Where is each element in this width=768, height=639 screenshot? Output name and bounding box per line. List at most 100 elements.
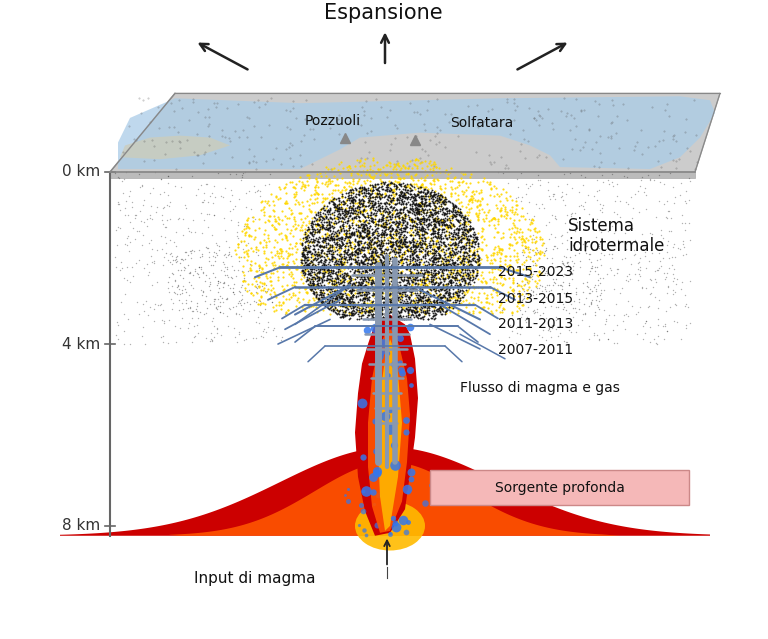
Point <box>380 184 392 194</box>
Point <box>373 244 386 254</box>
Point <box>412 311 425 321</box>
Point <box>427 191 439 201</box>
Point <box>308 282 320 293</box>
Point <box>418 191 430 201</box>
Point <box>353 190 366 200</box>
Point <box>336 212 348 222</box>
Point <box>346 218 358 228</box>
Point <box>363 222 376 233</box>
Point <box>473 204 485 215</box>
Point <box>290 223 303 233</box>
Point <box>324 284 336 295</box>
Point <box>306 198 319 208</box>
Point <box>394 294 406 304</box>
Point <box>326 301 339 311</box>
Point <box>156 243 168 254</box>
Point <box>440 230 452 240</box>
Point <box>442 299 454 309</box>
Point <box>176 288 188 298</box>
Point <box>344 270 356 281</box>
Point <box>650 265 663 275</box>
Point <box>415 192 427 203</box>
Point <box>420 243 432 253</box>
Point <box>573 201 585 211</box>
Point <box>386 246 398 256</box>
Point <box>457 254 469 265</box>
Point <box>360 204 372 215</box>
Point <box>390 181 402 192</box>
Point <box>386 293 399 304</box>
Point <box>364 204 376 215</box>
Point <box>402 286 415 296</box>
Point <box>139 339 151 349</box>
Point <box>339 252 352 263</box>
Point <box>390 260 402 270</box>
Point <box>468 283 480 293</box>
Point <box>456 255 468 265</box>
Point <box>378 278 390 288</box>
Point <box>433 279 445 289</box>
Point <box>223 169 236 179</box>
Point <box>360 266 372 276</box>
Point <box>443 196 455 206</box>
Point <box>111 240 123 250</box>
Point <box>227 323 240 333</box>
Point <box>339 298 352 308</box>
Point <box>409 222 422 233</box>
Point <box>434 252 446 262</box>
Point <box>444 247 456 257</box>
Point <box>334 300 346 311</box>
Point <box>464 221 476 231</box>
Point <box>606 249 618 259</box>
Point <box>329 227 341 237</box>
Point <box>452 210 465 220</box>
Point <box>355 299 367 309</box>
Point <box>261 273 273 283</box>
Point <box>304 218 316 228</box>
Point <box>377 238 389 249</box>
Point <box>133 254 145 265</box>
Point <box>447 219 459 229</box>
Point <box>228 279 240 289</box>
Point <box>114 222 126 233</box>
Point <box>346 285 359 295</box>
Point <box>334 250 346 261</box>
Point <box>416 243 429 253</box>
Point <box>368 303 380 313</box>
Point <box>316 236 328 247</box>
Point <box>391 287 403 297</box>
Point <box>409 288 421 298</box>
Point <box>329 285 342 295</box>
Point <box>469 237 482 247</box>
Point <box>409 184 421 194</box>
Point <box>343 181 355 191</box>
Point <box>386 266 398 277</box>
Point <box>333 287 346 297</box>
Point <box>444 250 456 261</box>
Point <box>349 192 362 203</box>
Point <box>387 224 399 234</box>
Point <box>351 299 363 309</box>
Point <box>447 246 459 256</box>
Point <box>463 238 475 249</box>
Point <box>286 220 299 231</box>
Point <box>335 259 347 270</box>
Point <box>389 176 401 186</box>
Point <box>305 285 317 295</box>
Point <box>300 231 312 242</box>
Point <box>468 277 480 287</box>
Point <box>266 296 279 307</box>
Point <box>402 305 415 316</box>
Point <box>393 301 406 311</box>
Point <box>356 277 368 287</box>
Point <box>396 204 408 214</box>
Point <box>415 293 428 303</box>
Point <box>388 162 400 172</box>
Point <box>413 270 425 280</box>
Point <box>532 330 545 340</box>
Point <box>432 206 445 217</box>
Point <box>476 204 488 214</box>
Point <box>659 319 671 329</box>
Point <box>342 240 354 250</box>
Point <box>501 266 513 277</box>
